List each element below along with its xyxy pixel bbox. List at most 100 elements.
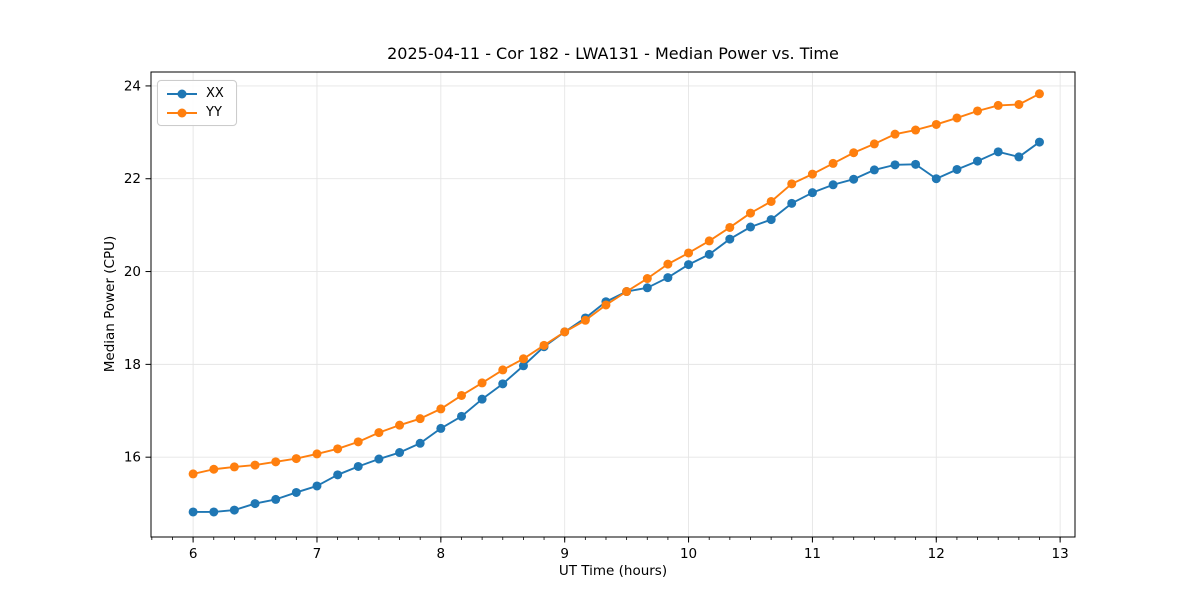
data-point (457, 411, 467, 421)
x-tick-label: 10 (680, 546, 697, 562)
data-point (601, 300, 611, 310)
x-tick-label: 9 (560, 546, 569, 562)
data-point (663, 273, 673, 283)
data-point (271, 494, 281, 504)
data-point (188, 507, 198, 517)
data-point (766, 215, 776, 225)
y-tick-labels: 16 18 20 22 24 (124, 78, 141, 465)
data-point (849, 174, 859, 184)
data-point (436, 404, 446, 414)
data-point (642, 283, 652, 293)
series-line-yy (192, 92, 1041, 475)
x-tick-label: 12 (928, 546, 945, 562)
data-point (993, 147, 1003, 157)
data-point (498, 365, 508, 375)
data-point (828, 180, 838, 190)
axis-major-ticks (145, 85, 1061, 543)
legend-line-marker-icon (167, 89, 197, 98)
data-point (787, 179, 797, 189)
legend-label: YY (206, 105, 222, 120)
data-point (931, 174, 941, 184)
data-point (229, 462, 239, 472)
data-point (518, 361, 528, 371)
data-point (560, 327, 570, 337)
data-point (642, 274, 652, 284)
data-point (498, 379, 508, 389)
plot-spines (150, 71, 1076, 538)
data-point (766, 196, 776, 206)
data-point (952, 164, 962, 174)
legend-item: XX (166, 86, 224, 101)
data-point (415, 414, 425, 424)
x-tick-label: 13 (1052, 546, 1069, 562)
data-point (312, 449, 322, 459)
x-tick-labels: 6 7 8 9 10 11 12 13 (189, 546, 1069, 562)
y-tick-label: 16 (124, 450, 141, 466)
data-point (353, 437, 363, 447)
data-point (436, 423, 446, 433)
data-point (704, 249, 714, 259)
data-point (684, 260, 694, 270)
x-axis-minor-ticks (151, 537, 1061, 540)
y-axis-label: Median Power (CPU) (102, 235, 118, 373)
data-point (415, 438, 425, 448)
chart-legend: XX YY (157, 80, 237, 126)
y-tick-label: 24 (124, 78, 141, 94)
data-point (312, 481, 322, 491)
data-point (457, 390, 467, 400)
x-axis-label: UT Time (hours) (558, 563, 668, 579)
data-point (1034, 137, 1044, 147)
data-point (973, 156, 983, 166)
data-point (828, 158, 838, 168)
data-point (869, 165, 879, 175)
data-point (622, 287, 632, 297)
y-tick-label: 18 (124, 357, 141, 373)
data-point (374, 428, 384, 438)
data-point (663, 259, 673, 269)
data-point (890, 160, 900, 170)
chart-title: 2025-04-11 - Cor 182 - LWA131 - Median P… (387, 44, 839, 63)
data-point (952, 113, 962, 123)
data-point (477, 378, 487, 388)
data-point (333, 444, 343, 454)
series-markers-yy (188, 89, 1044, 479)
data-point (931, 119, 941, 129)
data-point (518, 354, 528, 364)
data-point (807, 188, 817, 198)
data-point (787, 198, 797, 208)
data-point (911, 125, 921, 135)
data-point (849, 148, 859, 158)
data-point (539, 340, 549, 350)
x-tick-label: 7 (313, 546, 322, 562)
data-point (353, 461, 363, 471)
data-point (745, 208, 755, 218)
data-point (725, 234, 735, 244)
x-tick-label: 8 (437, 546, 446, 562)
data-point (1034, 89, 1044, 99)
grid-lines (151, 72, 1075, 537)
data-point (684, 248, 694, 258)
data-point (704, 236, 714, 246)
y-tick-label: 20 (124, 264, 141, 280)
data-point (250, 499, 260, 509)
data-point (374, 454, 384, 464)
x-tick-label: 6 (189, 546, 198, 562)
data-point (890, 129, 900, 139)
data-point (229, 505, 239, 515)
data-point (188, 469, 198, 479)
data-point (209, 464, 219, 474)
data-point (1014, 99, 1024, 109)
data-point (807, 169, 817, 179)
data-point (395, 420, 405, 430)
data-point (993, 100, 1003, 110)
data-point (911, 159, 921, 169)
data-point (250, 460, 260, 470)
data-point (1014, 152, 1024, 162)
data-point (973, 106, 983, 116)
legend-label: XX (206, 86, 224, 101)
legend-line-marker-icon (167, 108, 197, 117)
data-point (291, 454, 301, 464)
data-point (725, 222, 735, 232)
